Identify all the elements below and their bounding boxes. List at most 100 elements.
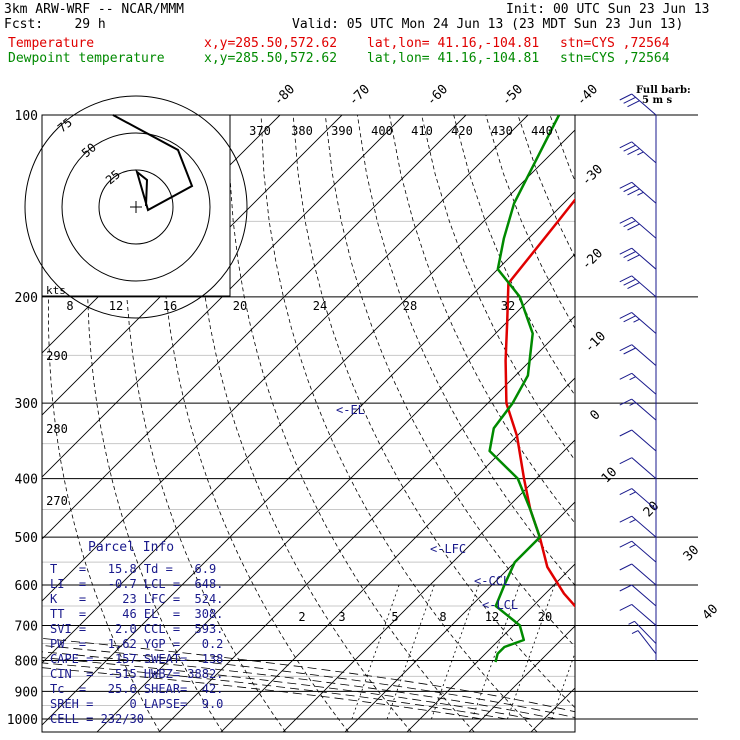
- wind-barb-flag: [627, 148, 640, 155]
- dry-adiabat: [710, 115, 740, 732]
- wind-barbs: [619, 93, 657, 661]
- speed-label: 24: [313, 299, 327, 313]
- wind-barb-flag: [619, 141, 632, 149]
- theta-label: 270: [46, 494, 68, 508]
- temperature-legend: Temperature: [8, 36, 95, 51]
- mixing-ratio-label: 2: [298, 610, 305, 624]
- wind-barb-flag: [619, 563, 632, 571]
- wind-barb-shaft: [631, 429, 657, 452]
- pressure-label-1000: 1000: [7, 713, 38, 728]
- isotherm: [406, 563, 575, 732]
- parcel-row-8: CIN = -515 HWBZ= 3882.: [50, 667, 224, 681]
- hodograph-trace: [112, 114, 194, 212]
- isotherm-label: -30: [579, 162, 606, 189]
- sounding-traces: [488, 115, 575, 663]
- dry-adiabat: [260, 115, 538, 732]
- dry-adiabat: [678, 115, 740, 732]
- isotherm-label: 20: [641, 499, 663, 521]
- theta-label: 390: [331, 124, 353, 138]
- dry-adiabat: [292, 115, 575, 709]
- speed-label: 16: [163, 299, 177, 313]
- wind-barb-flag: [627, 254, 640, 262]
- level-label: <-LFC: [430, 542, 466, 556]
- background-grid: [42, 115, 740, 732]
- wind-barb-flag: [619, 312, 632, 319]
- wind-barb-flag: [619, 247, 632, 255]
- isotherm: [655, 115, 740, 732]
- parcel-row-4: TT = 46 EL = 308.: [50, 607, 224, 621]
- theta-label: 430: [491, 124, 513, 138]
- isotherm-label: -40: [574, 82, 601, 109]
- full-barb-value: 5 m s: [642, 95, 673, 106]
- wind-barb-flag: [627, 282, 640, 289]
- dry-adiabat: [614, 115, 740, 732]
- level-label: <-EL: [336, 403, 365, 417]
- wind-barb-shaft: [634, 620, 657, 644]
- wind-barb-shaft: [631, 312, 657, 334]
- mixing-ratio-label: 8: [439, 610, 446, 624]
- dry-adiabat: [48, 115, 161, 732]
- valid-time: Valid: 05 UTC Mon 24 Jun 13 (23 MDT Sun …: [292, 17, 684, 32]
- wind-barb-flag: [619, 515, 632, 523]
- wind-barb-shaft: [631, 344, 657, 367]
- isotherm: [344, 501, 575, 732]
- wind-barb-half: [628, 620, 635, 625]
- mixing-ratio-line: [471, 584, 520, 720]
- wind-barb-flag: [627, 223, 640, 231]
- isotherm-label: -20: [579, 246, 606, 273]
- pressure-label-700: 700: [15, 619, 38, 634]
- wind-barb-half: [637, 151, 644, 156]
- parcel-row-2: LI = -0.7 LCL = 648.: [50, 577, 224, 591]
- wind-barb-flag: [623, 315, 636, 323]
- wind-barb-shaft: [631, 247, 657, 270]
- wind-barb-half: [631, 630, 639, 635]
- dry-adiabat: [324, 115, 575, 648]
- parcel-row-3: K = 23 LFC = 524.: [50, 592, 224, 606]
- theta-label: 280: [46, 422, 68, 436]
- speed-label: 8: [66, 299, 73, 313]
- isotherm-label: -70: [346, 82, 373, 109]
- isotherm-label: 40: [700, 602, 722, 624]
- wind-barb-flag: [619, 344, 632, 352]
- wind-barb-flag: [619, 93, 632, 101]
- theta-label: 440: [531, 124, 553, 138]
- dry-adiabat: [517, 115, 575, 259]
- pressure-label-300: 300: [15, 397, 38, 412]
- wind-barb-flag: [623, 185, 636, 193]
- wind-barb-flag: [623, 144, 636, 152]
- isotherm: [282, 439, 575, 732]
- init-time: Init: 00 UTC Sun 23 Jun 13: [506, 2, 710, 17]
- isotherm-label: -80: [271, 82, 298, 109]
- mixing-ratio-label: 3: [338, 610, 345, 624]
- dry-adiabat: [389, 115, 575, 524]
- theta-label: 380: [291, 124, 313, 138]
- isotherm: [717, 115, 740, 732]
- wind-barb-shaft: [631, 488, 657, 510]
- isotherm: [530, 687, 575, 732]
- isotherm-label: -60: [424, 82, 451, 109]
- wind-barb-flag: [627, 188, 640, 196]
- wind-barb-flag: [619, 457, 632, 465]
- wind-barb-flag: [623, 220, 636, 228]
- isotherm: [158, 315, 575, 732]
- wind-barb-shaft: [631, 372, 657, 395]
- wind-barb-half: [629, 376, 636, 381]
- wind-barb-flag: [619, 275, 632, 283]
- wind-barb-flag: [619, 603, 632, 611]
- isotherm: [468, 625, 575, 732]
- wind-barb-shaft: [631, 563, 657, 586]
- parcel-row-11: CELL = 232/30: [50, 712, 144, 726]
- wind-barb-shaft: [631, 457, 657, 480]
- speed-label: 28: [403, 299, 417, 313]
- moist-adiabat: [42, 657, 532, 720]
- dry-adiabat: [582, 115, 740, 732]
- pressure-label-200: 200: [15, 291, 38, 306]
- wind-barb-half: [629, 519, 636, 523]
- isotherm-label: -50: [499, 82, 526, 109]
- isotherm-label: 30: [681, 543, 703, 565]
- mixing-ratio-line: [507, 584, 555, 720]
- wind-barb-shaft: [631, 604, 657, 626]
- theta-label: 400: [371, 124, 393, 138]
- pressure-label-900: 900: [15, 685, 38, 700]
